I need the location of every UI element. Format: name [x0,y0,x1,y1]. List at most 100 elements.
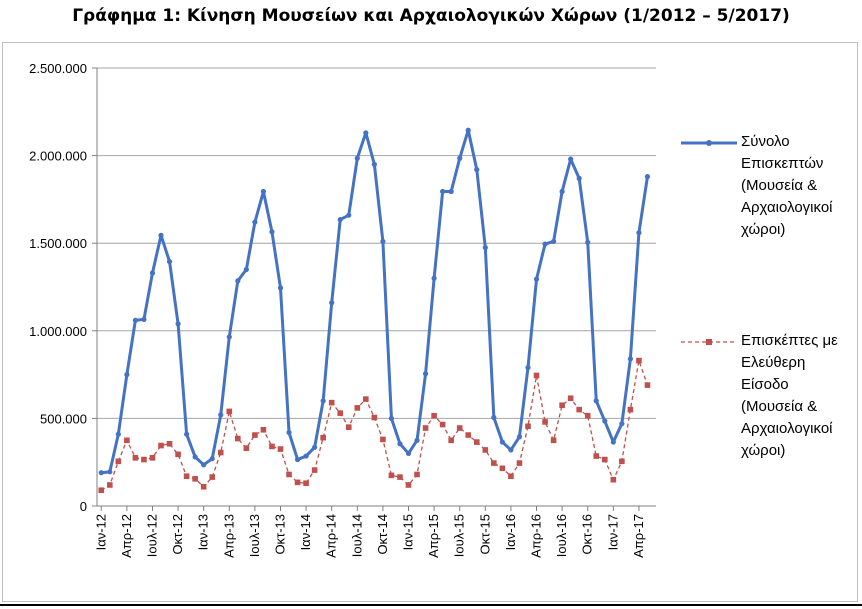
data-point-free [345,424,352,430]
data-point-total [585,239,591,245]
data-point-total [346,212,352,218]
legend-label-free: Επισκέπτες με Ελεύθερη Είσοδο (Μουσεία &… [741,330,862,462]
x-tick-label: Ιουλ-16 [554,514,569,557]
legend-line: Αρχαιολογικοί [741,420,833,437]
data-point-total [610,439,616,445]
data-point-total [397,441,403,447]
data-point-free [380,436,386,443]
data-point-free [465,432,472,438]
data-point-free [158,442,164,449]
plot-area: 0 500.000 1.000.000 1.500.000 2.000.000 2.500… [29,61,656,558]
data-point-free [243,445,250,451]
data-point-total [448,188,454,195]
data-point-total [474,167,480,173]
data-point-total [499,439,505,445]
axes [92,67,656,511]
data-point-total [149,270,156,276]
data-point-free [235,435,241,442]
data-point-total [636,230,642,236]
tick-labels: 0 500.000 1.000.000 1.500.000 2.000.000 2.500… [29,61,646,558]
data-point-free [371,414,378,421]
data-point-free [277,446,284,452]
legend-swatch-free [681,339,737,345]
data-point-free [149,455,156,461]
x-tick-label: Απρ-13 [221,514,236,558]
data-point-free [200,483,207,490]
legend-swatch-total [681,140,737,146]
data-point-total [124,372,130,378]
data-point-free [303,480,309,487]
data-point-total [533,276,540,282]
data-point-free [354,405,361,411]
data-point-total [320,398,326,404]
x-tick-label: Οκτ-15 [477,514,492,555]
x-tick-label: Ιουλ-13 [247,514,262,557]
data-point-free [516,460,523,466]
data-point-free [636,357,642,364]
data-point-total [235,278,241,284]
data-point-total [371,161,377,167]
data-point-total [363,130,369,136]
data-point-total [414,437,420,443]
data-point-total [431,275,437,281]
data-point-free [269,443,275,450]
data-point-total [405,450,412,457]
legend-line: Σύνολο [741,133,790,150]
x-tick-label: Ιαν-15 [401,514,416,550]
data-point-total [440,188,446,195]
data-point-free [388,472,395,479]
data-point-free [98,487,105,494]
data-point-free [644,382,651,388]
data-point-free [252,432,258,438]
x-tick-label: Ιουλ-12 [144,514,159,557]
data-point-total [491,414,497,421]
legend-line: Αρχαιολογικοί [741,199,833,216]
data-point-total [329,300,335,306]
data-point-total [542,241,548,247]
data-point-total [388,415,395,421]
legend-line: χώροι) [741,221,786,238]
data-point-total [568,156,574,162]
y-tick-label: 2.500.000 [29,61,87,76]
data-point-total [209,456,215,462]
data-point-total [525,364,531,371]
data-point-free [593,453,600,459]
legend-line: χώροι) [741,442,786,459]
data-point-total [422,371,429,377]
x-tick-label: Απρ-17 [631,514,646,558]
chart-title: Γράφημα 1: Κίνηση Μουσείων και Αρχαιολογ… [72,6,790,26]
data-point-free [192,476,198,482]
data-point-free [491,460,497,466]
data-point-free [141,456,147,463]
x-tick-label: Απρ-12 [119,514,134,558]
chart-area: 0 500.000 1.000.000 1.500.000 2.000.000 2.500… [2,42,858,602]
data-point-free [175,451,181,458]
gridlines [97,67,656,419]
y-tick-label: 1.000.000 [29,324,87,339]
legend-line: Επισκέπτες με [741,332,838,349]
data-point-free [473,439,480,445]
data-point-total [482,244,488,251]
y-tick-label: 2.000.000 [29,149,87,164]
x-tick-label: Ιουλ-15 [452,514,467,557]
data-point-free [286,471,292,478]
data-point-total [218,412,224,418]
data-point-free [132,455,139,461]
data-point-total [243,266,249,273]
data-point-total [252,219,258,225]
data-point-total [115,431,121,437]
data-point-free [525,423,531,430]
data-point-total [107,469,113,475]
data-point-total [312,444,318,450]
data-point-free [115,458,122,465]
data-point-total [380,238,386,245]
data-point-free [414,471,420,478]
data-point-total [627,356,633,362]
data-point-free [217,449,224,456]
data-point-total [457,155,463,161]
data-point-total [559,188,565,195]
series-group [98,127,651,494]
x-tick-label: Οκτ-12 [170,514,185,555]
data-point-free [166,441,173,447]
data-point-total [602,418,608,424]
